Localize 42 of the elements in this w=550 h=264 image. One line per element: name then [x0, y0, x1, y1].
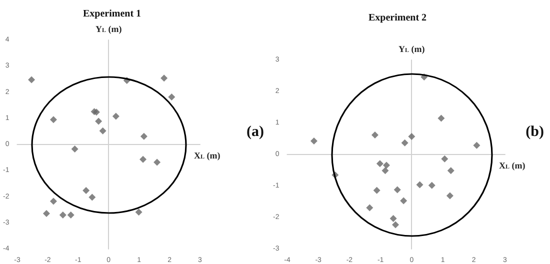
point: [95, 118, 102, 125]
point: [390, 214, 397, 222]
point: [447, 167, 454, 174]
point: [373, 186, 380, 194]
point: [446, 192, 454, 200]
point: [42, 210, 50, 217]
point: [67, 212, 74, 219]
point: [401, 139, 408, 146]
point: [50, 116, 57, 124]
text: (a): [246, 124, 264, 140]
point: [392, 221, 399, 228]
point: [28, 76, 36, 84]
point: [416, 181, 424, 188]
point: [408, 133, 416, 140]
point: [82, 186, 90, 194]
point: [140, 156, 147, 163]
point: [99, 127, 106, 134]
text: (b): [526, 124, 544, 140]
point: [382, 162, 390, 169]
point: [371, 131, 378, 138]
point: [400, 197, 408, 204]
point: [71, 145, 78, 152]
point: [160, 74, 168, 82]
point: [438, 114, 445, 122]
point: [168, 93, 176, 100]
point: [441, 155, 448, 162]
point: [376, 160, 384, 168]
point: [473, 142, 480, 149]
point: [88, 194, 96, 201]
point: [382, 167, 389, 174]
point: [394, 186, 401, 194]
chart-title: Experiment 2: [368, 12, 427, 24]
point: [366, 204, 374, 212]
point: [310, 137, 318, 144]
point: [140, 132, 148, 140]
point: [50, 198, 57, 205]
point: [59, 212, 66, 219]
chart-title: Experiment 1: [82, 8, 142, 20]
point: [135, 208, 142, 216]
point: [428, 182, 436, 189]
point: [154, 158, 161, 166]
point: [112, 112, 120, 120]
